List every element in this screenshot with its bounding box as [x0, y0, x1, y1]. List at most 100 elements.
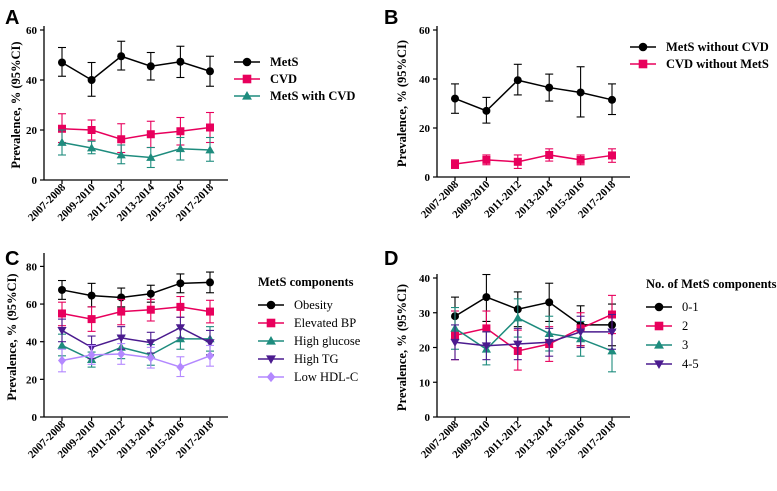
- legend-marker-d: [654, 302, 664, 312]
- legend-title-c: MetS components: [258, 275, 354, 289]
- data-point-b: [513, 76, 522, 85]
- series-d-2: [450, 298, 617, 373]
- legend-marker-b: [638, 42, 648, 52]
- legend-marker-a: [242, 57, 252, 67]
- data-point-c: [87, 291, 96, 300]
- data-point-a: [146, 130, 155, 139]
- series-line-c: [61, 353, 211, 368]
- data-point-a: [146, 152, 156, 161]
- legend-a: MetS CVD MetS with CVD: [234, 55, 355, 103]
- series-line-d: [454, 296, 612, 326]
- data-point-a: [146, 62, 155, 71]
- data-point-b: [545, 83, 554, 92]
- series-c-3: [57, 316, 215, 360]
- legend-label-c: Elevated BP: [294, 316, 356, 330]
- data-point-c: [176, 362, 185, 372]
- data-point-a: [205, 145, 215, 154]
- data-point-c: [206, 278, 214, 287]
- y-tick-label-a: 20: [26, 125, 38, 137]
- series-a-0: [58, 40, 214, 97]
- legend-marker-c: [266, 318, 276, 328]
- data-point-c: [87, 350, 96, 360]
- series-c-1: [58, 295, 214, 332]
- series-line-d: [454, 331, 612, 347]
- data-point-b: [608, 95, 616, 104]
- data-point-d: [513, 340, 523, 349]
- y-tick-label-a: 40: [26, 75, 38, 87]
- y-tick-label-b: 20: [419, 123, 431, 135]
- legend-b: MetS without CVD CVD without MetS: [630, 40, 769, 71]
- data-point-d: [545, 298, 554, 307]
- legend-label-d: 2: [682, 319, 688, 333]
- legend-marker-a: [242, 91, 252, 100]
- data-point-b: [576, 88, 585, 97]
- series-line-b: [454, 154, 613, 165]
- series-a-2: [57, 129, 215, 169]
- data-point-a: [206, 123, 214, 132]
- data-point-c: [206, 307, 214, 316]
- data-point-a: [87, 126, 96, 134]
- data-point-c: [146, 352, 155, 363]
- series-d-0: [451, 273, 616, 347]
- series-c-0: [58, 271, 214, 308]
- y-axis-label-d: Prevalence, % (95%CI): [395, 284, 409, 411]
- data-point-c: [206, 351, 214, 361]
- data-point-a: [87, 143, 97, 152]
- y-tick-label-b: 40: [419, 74, 431, 86]
- data-point-c: [117, 349, 126, 359]
- data-point-d: [482, 293, 491, 302]
- data-point-a: [116, 150, 126, 159]
- data-point-c: [146, 339, 156, 348]
- legend-label-c: High TG: [294, 352, 339, 366]
- data-point-c: [176, 302, 185, 311]
- y-tick-label-c: 20: [26, 374, 38, 386]
- series-line-c: [61, 338, 210, 361]
- y-tick-label-c: 40: [26, 337, 38, 349]
- y-tick-label-d: 0: [425, 412, 431, 424]
- series-line-c: [61, 306, 211, 320]
- legend-marker-c: [266, 336, 276, 345]
- legend-label-d: 3: [682, 338, 688, 352]
- panel-b: B02040602007-20082009-20102011-20122013-…: [384, 7, 769, 221]
- data-point-b: [482, 106, 491, 115]
- series-line-c: [61, 281, 211, 299]
- data-point-c: [205, 339, 215, 348]
- legend-label-a: MetS with CVD: [270, 89, 355, 103]
- legend-marker-d: [654, 321, 664, 331]
- legend-label-d: 0-1: [682, 300, 699, 314]
- y-axis-label-c: Prevalence, % (95%CI): [5, 273, 19, 400]
- legend-label-b: MetS without CVD: [666, 40, 769, 54]
- data-point-c: [58, 309, 66, 318]
- data-point-c: [57, 340, 67, 349]
- data-point-d: [450, 338, 460, 347]
- data-point-b: [545, 150, 554, 159]
- legend-c: MetS components Obesity Elevated BP High gl…: [258, 275, 361, 384]
- data-point-d: [544, 338, 554, 347]
- legend-marker-c: [266, 300, 276, 310]
- legend-marker-a: [242, 74, 252, 84]
- legend-label-d: 4-5: [682, 357, 699, 371]
- data-point-a: [176, 57, 185, 66]
- series-line-a: [61, 141, 211, 159]
- data-point-d: [576, 328, 586, 337]
- series-line-a: [61, 126, 211, 141]
- y-tick-label-b: 60: [419, 25, 431, 37]
- series-b-0: [451, 63, 616, 124]
- legend-label-a: CVD: [270, 72, 297, 86]
- data-point-c: [176, 279, 185, 288]
- legend-marker-c: [266, 371, 276, 383]
- data-point-c: [117, 307, 126, 316]
- series-b-1: [451, 148, 616, 169]
- data-point-b: [482, 155, 491, 164]
- panel-a: A02040602007-20082009-20102011-20122013-…: [5, 7, 355, 224]
- panel-letter-d: D: [384, 248, 398, 270]
- y-axis-label-b: Prevalence, % (95%CI): [395, 40, 409, 167]
- data-point-c: [87, 315, 96, 324]
- legend-title-d: No. of MetS components: [646, 277, 777, 291]
- series-line-d: [454, 317, 613, 352]
- panel-letter-a: A: [5, 7, 19, 29]
- series-line-d: [454, 313, 613, 352]
- legend-marker-b: [638, 59, 648, 69]
- series-d-3: [450, 313, 617, 361]
